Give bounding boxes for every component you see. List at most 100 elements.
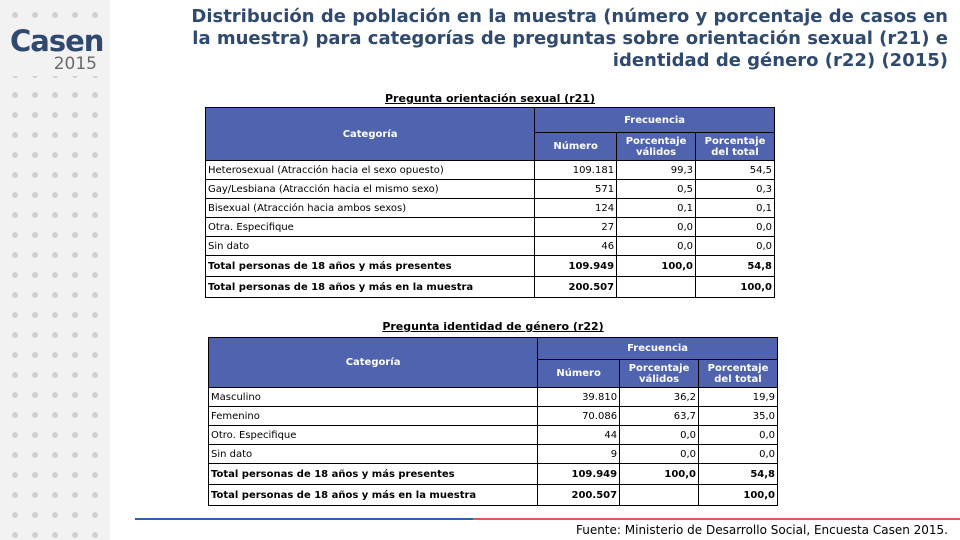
sidebar-decoration: [0, 0, 110, 540]
table-row: Otro. Especifique 44 0,0 0,0: [207, 425, 778, 445]
header-pct-validos: Porcentaje válidos: [619, 359, 700, 388]
table-row: Otra. Especifique 27 0,0 0,0: [204, 217, 775, 237]
logo-wordmark: Casen: [10, 24, 104, 58]
decor-dot: [72, 232, 78, 238]
decor-dot: [72, 92, 78, 98]
decor-dot: [72, 452, 78, 458]
row-pct-validos: 63,7: [619, 406, 700, 426]
row-numero: 46: [534, 236, 618, 256]
decor-dot: [32, 232, 38, 238]
decor-dot: [32, 472, 38, 478]
decor-dot: [52, 472, 58, 478]
decor-dot: [72, 12, 78, 18]
decor-dot: [72, 352, 78, 358]
decor-dot: [92, 172, 98, 178]
decor-dot: [52, 492, 58, 498]
row-pct-total: 0,0: [695, 236, 775, 256]
decor-dot: [92, 332, 98, 338]
decor-dot: [12, 452, 18, 458]
decor-dot: [12, 212, 18, 218]
decor-dot: [52, 212, 58, 218]
decor-dot: [72, 332, 78, 338]
row-category: Otra. Especifique: [204, 217, 536, 237]
decor-dot: [92, 452, 98, 458]
decor-dot: [12, 512, 18, 518]
source-note: Fuente: Ministerio de Desarrollo Social,…: [575, 523, 948, 537]
decor-dot: [72, 532, 78, 538]
decor-dot: [92, 492, 98, 498]
row-pct-validos: 0,1: [616, 198, 697, 218]
row-pct-total: 0,0: [698, 444, 778, 464]
row-pct-validos: 36,2: [619, 387, 700, 407]
decor-dot: [32, 272, 38, 278]
decor-dot: [52, 132, 58, 138]
decor-dot: [52, 532, 58, 538]
decor-dot: [92, 512, 98, 518]
row-category: Sin dato: [207, 444, 539, 464]
decor-dot: [12, 372, 18, 378]
row-numero: 571: [534, 179, 618, 199]
row-pct-validos: 100,0: [616, 255, 697, 277]
header-pct-total: Porcentaje del total: [695, 132, 775, 161]
decor-dot: [72, 312, 78, 318]
decor-dot: [92, 212, 98, 218]
decor-dot: [12, 192, 18, 198]
decor-dot: [12, 12, 18, 18]
decor-dot: [72, 492, 78, 498]
row-pct-validos: [616, 276, 697, 298]
row-pct-validos: 0,0: [616, 217, 697, 237]
decor-dot: [12, 232, 18, 238]
decor-dot: [92, 152, 98, 158]
row-numero: 9: [537, 444, 621, 464]
decor-dot: [32, 512, 38, 518]
row-category: Total personas de 18 años y más en la mu…: [207, 484, 539, 506]
table-caption-r22: Pregunta identidad de género (r22): [382, 320, 604, 333]
decor-dot: [32, 172, 38, 178]
table-row: Sin dato 46 0,0 0,0: [204, 236, 775, 256]
decor-dot: [12, 472, 18, 478]
decor-dot: [72, 432, 78, 438]
row-numero: 124: [534, 198, 618, 218]
row-pct-validos: 0,5: [616, 179, 697, 199]
decor-dot: [12, 332, 18, 338]
total-row: Total personas de 18 años y más en la mu…: [207, 484, 778, 506]
header-pct-validos: Porcentaje válidos: [616, 132, 697, 161]
table-caption-r21: Pregunta orientación sexual (r21): [385, 92, 595, 105]
header-pct-total: Porcentaje del total: [698, 359, 778, 388]
row-numero: 200.507: [537, 484, 621, 506]
decor-dot: [32, 332, 38, 338]
decor-dot: [72, 472, 78, 478]
decor-dot: [72, 132, 78, 138]
decor-dot: [72, 272, 78, 278]
total-row: Total personas de 18 años y más presente…: [207, 463, 778, 485]
decor-dot: [32, 12, 38, 18]
decor-dot: [12, 272, 18, 278]
row-numero: 70.086: [537, 406, 621, 426]
row-category: Bisexual (Atracción hacia ambos sexos): [204, 198, 536, 218]
row-category: Femenino: [207, 406, 539, 426]
row-numero: 200.507: [534, 276, 618, 298]
decor-dot: [12, 352, 18, 358]
decor-dot: [52, 312, 58, 318]
row-pct-validos: [619, 484, 700, 506]
decor-dot: [92, 292, 98, 298]
decor-dot: [52, 152, 58, 158]
decor-dot: [52, 272, 58, 278]
decor-dot: [92, 472, 98, 478]
decor-dot: [32, 352, 38, 358]
decor-dot: [12, 412, 18, 418]
header-frecuencia: Frecuencia: [537, 337, 778, 360]
decor-dot: [72, 372, 78, 378]
decor-dot: [92, 252, 98, 258]
row-numero: 39.810: [537, 387, 621, 407]
decor-dot: [52, 372, 58, 378]
decor-dot: [92, 132, 98, 138]
decor-dot: [32, 412, 38, 418]
decor-dot: [52, 172, 58, 178]
row-category: Otro. Especifique: [207, 425, 539, 445]
decor-dot: [32, 532, 38, 538]
header-numero: Número: [537, 359, 621, 388]
decor-dot: [92, 92, 98, 98]
decor-dot: [72, 152, 78, 158]
row-category: Masculino: [207, 387, 539, 407]
